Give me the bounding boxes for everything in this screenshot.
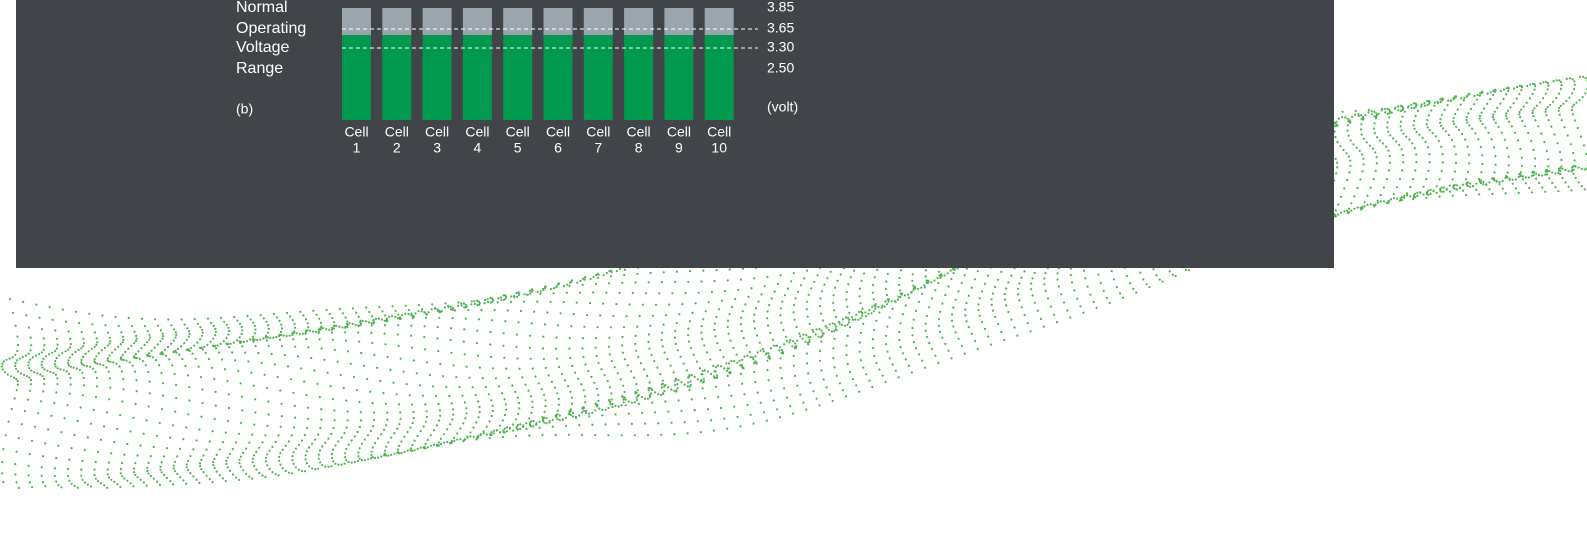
range-label: Range xyxy=(236,60,283,77)
unit-label: (volt) xyxy=(767,99,798,115)
cell-top xyxy=(583,8,613,35)
cell-body xyxy=(422,35,452,120)
cell-top xyxy=(503,8,533,35)
cell-top xyxy=(462,8,492,35)
cell-number: 5 xyxy=(514,140,522,156)
cell-body xyxy=(664,35,694,120)
cell-number: 3 xyxy=(433,140,441,156)
cell-body xyxy=(462,35,492,120)
cell-name: Cell xyxy=(465,124,489,140)
range-label: Voltage xyxy=(236,39,289,56)
cell-name: Cell xyxy=(344,124,368,140)
cell-name: Cell xyxy=(586,124,610,140)
cell-top xyxy=(342,8,371,35)
cell-body xyxy=(583,35,613,120)
cell-top xyxy=(704,8,734,35)
cell-body xyxy=(543,35,573,120)
cell-top xyxy=(422,8,452,35)
cell-top xyxy=(624,8,654,35)
range-label: Normal xyxy=(236,0,288,16)
cell-name: Cell xyxy=(546,124,570,140)
cell-body xyxy=(342,35,371,120)
cell-body xyxy=(503,35,533,120)
cell-name: Cell xyxy=(667,124,691,140)
cell-number: 4 xyxy=(474,140,482,156)
cell-name: Cell xyxy=(627,124,651,140)
cell-number: 1 xyxy=(353,140,361,156)
range-label: Operating xyxy=(236,20,306,37)
cell-name: Cell xyxy=(707,124,731,140)
cell-name: Cell xyxy=(506,124,530,140)
scale-label: 2.50 xyxy=(767,60,794,76)
cell-top xyxy=(664,8,694,35)
scale-label: 3.30 xyxy=(767,39,794,55)
cell-top xyxy=(382,8,412,35)
cell-name: Cell xyxy=(425,124,449,140)
cell-number: 2 xyxy=(393,140,401,156)
scale-label: 3.65 xyxy=(767,20,794,36)
cell-name: Cell xyxy=(385,124,409,140)
scale-label: 3.85 xyxy=(767,0,794,15)
cell-number: 8 xyxy=(635,140,643,156)
panel-tag: (b) xyxy=(236,101,253,117)
voltage-figure: NormalOperatingVoltageRange(b)Cell1Cell2… xyxy=(236,0,798,156)
cell-body xyxy=(382,35,412,120)
cell-body xyxy=(704,35,734,120)
cell-number: 7 xyxy=(594,140,602,156)
cell-number: 6 xyxy=(554,140,562,156)
cell-number: 9 xyxy=(675,140,683,156)
cell-number: 10 xyxy=(711,140,727,156)
cell-body xyxy=(624,35,654,120)
cell-top xyxy=(543,8,573,35)
